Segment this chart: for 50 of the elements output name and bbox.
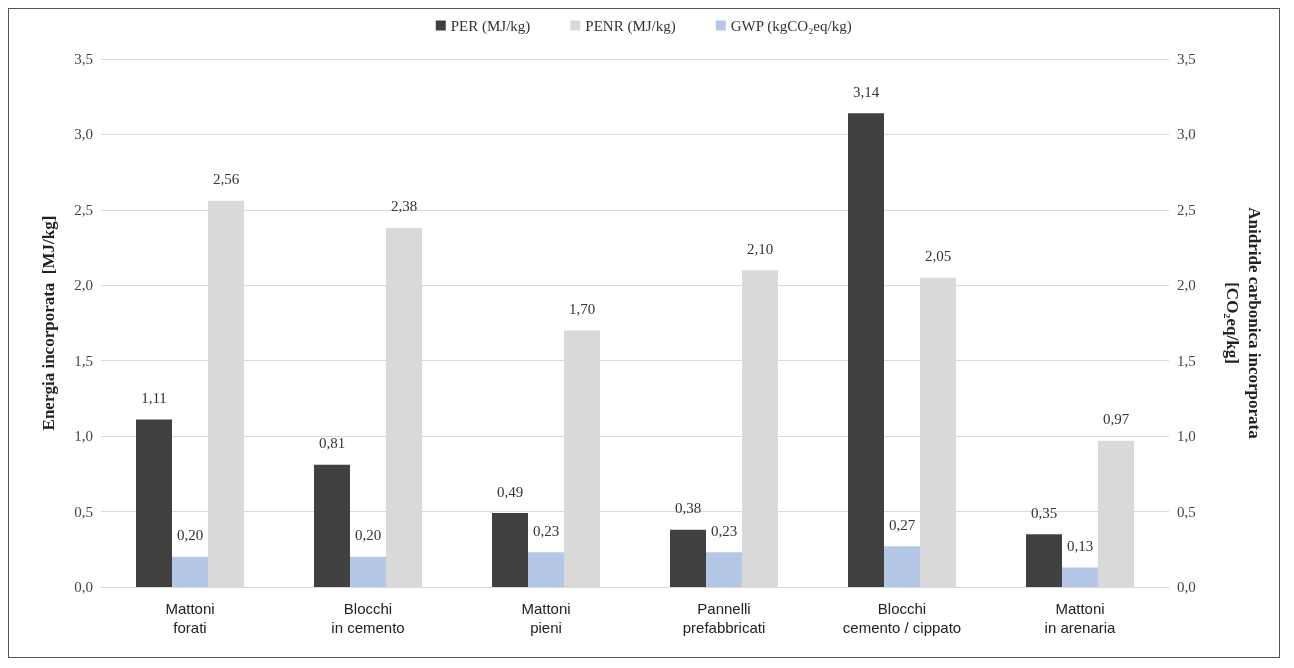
y2-tick-label: 2,0 [1177,277,1196,294]
data-label: 0,35 [1030,504,1058,521]
data-label: 0,27 [888,516,916,533]
bar [314,464,350,587]
y-axis-title: Energia incorporata [MJ/kg] [38,215,58,431]
data-label: 0,20 [176,527,204,544]
x-tick-label: Blocchi cemento / cippato [842,600,962,636]
y2-tick-label: 0,5 [1177,503,1196,520]
data-label: 3,14 [852,83,880,100]
legend-label: PER (MJ/kg) [450,17,531,35]
x-tick-label: Pannelli prefabbricati [682,600,766,636]
y-tick-label: 2,0 [74,277,93,294]
bar [136,419,172,587]
legend-label: GWP (kgCO₂eq/kg) [730,17,852,35]
data-label: 1,70 [568,301,596,318]
x-tick-label: Mattoni pieni [521,600,571,636]
x-tick-label: Blocchi in cemento [331,600,405,636]
data-label: 2,38 [390,198,418,215]
data-label: 0,23 [532,522,560,539]
y2-tick-label: 2,5 [1177,201,1196,218]
y2-tick-label: 3,0 [1177,126,1196,143]
data-label: 0,81 [318,435,346,452]
y2-axis-title: Anidride carbonica incorporata [CO₂eq/kg] [1222,207,1264,440]
legend-label: PENR (MJ/kg) [585,17,676,35]
y2-tick-label: 1,0 [1177,428,1196,445]
y-tick-label: 2,5 [74,201,93,218]
y-tick-label: 0,0 [74,579,93,595]
y-tick-label: 3,5 [74,51,93,67]
data-label: 2,56 [212,171,240,188]
y2-tick-label: 0,0 [1177,579,1196,595]
bar [848,113,884,587]
data-label: 0,49 [496,483,524,500]
data-label: 0,97 [1102,411,1130,428]
y-tick-label: 1,0 [74,428,93,445]
bar [492,513,528,587]
y-tick-label: 1,5 [74,352,93,369]
data-label: 2,05 [924,248,952,265]
x-tick-label: Mattoni in arenaria [1044,600,1117,636]
data-label: 0,38 [674,500,702,517]
data-label: 2,10 [746,240,774,257]
x-tick-label: Mattoni forati [165,600,215,636]
y2-tick-label: 1,5 [1177,352,1196,369]
y-tick-label: 0,5 [74,503,93,520]
data-label: 0,23 [710,522,738,539]
y2-tick-label: 3,5 [1177,51,1196,67]
y-tick-label: 3,0 [74,126,93,143]
data-label: 0,20 [354,527,382,544]
data-label: 0,13 [1066,537,1094,554]
bar [1026,534,1062,587]
data-label: 1,11 [141,390,167,407]
